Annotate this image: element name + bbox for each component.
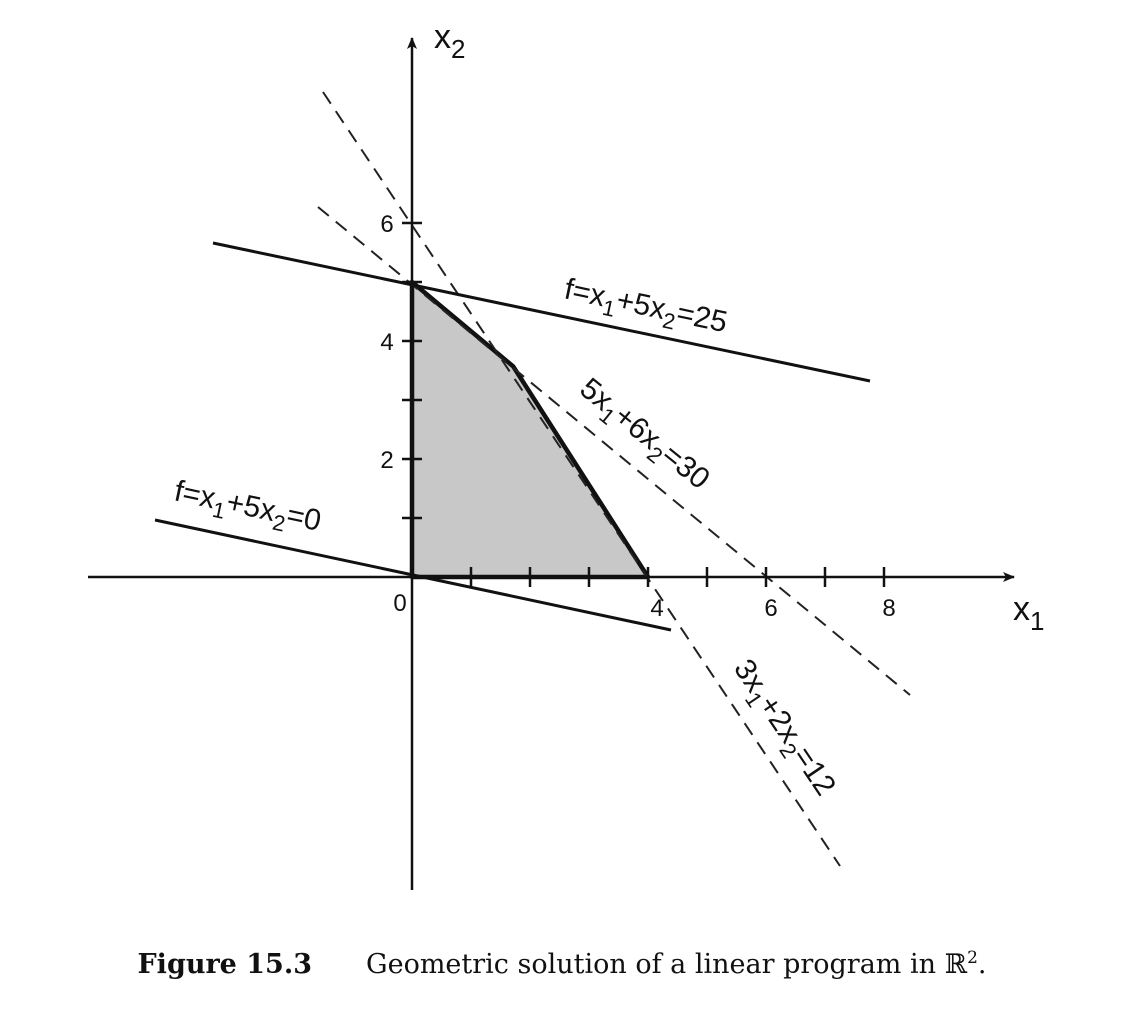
- label-part: =25: [674, 296, 731, 339]
- x-tick-label-4: 4: [650, 595, 663, 622]
- label-part: f=x: [172, 475, 219, 516]
- x2-axis-label-subscript: 2: [451, 34, 465, 64]
- caption-text: Geometric solution of a linear program i…: [366, 949, 945, 980]
- linear-program-diagram: 0 4 6 8 2 4 6 x1 x2 f=x1+5x2=25 f=x1+5x2…: [88, 18, 1044, 890]
- label-part: +5x: [223, 486, 278, 529]
- label-subscript: 2: [270, 510, 287, 537]
- objective-line-25: [212, 241, 871, 383]
- x2-axis-label: x2: [434, 18, 465, 64]
- label-subscript: 1: [210, 497, 227, 524]
- constraint-line-3x1-2x2: [322, 91, 841, 867]
- x-tick-label-6: 6: [764, 595, 777, 622]
- label-subscript: 1: [600, 295, 617, 322]
- label-part: =0: [284, 498, 324, 537]
- x-axis-ticks: [469, 567, 886, 587]
- x1-axis-label-base: x: [1013, 590, 1030, 628]
- x2-axis-label-base: x: [434, 18, 451, 56]
- real-space-exponent: 2: [967, 948, 978, 968]
- caption-period: .: [977, 949, 987, 980]
- constraint-3x1-2x2-label: 3x1+2x2=12: [722, 653, 842, 804]
- real-space-symbol: ℝ: [944, 949, 968, 980]
- label-part: f=x: [562, 273, 609, 314]
- x-tick-label-8: 8: [882, 595, 895, 622]
- x1-axis-label-subscript: 1: [1030, 606, 1044, 636]
- y-tick-label-2: 2: [380, 447, 393, 474]
- y-tick-label-6: 6: [380, 211, 393, 238]
- constraint-line-5x1-6x2: [317, 206, 911, 696]
- figure-number: Figure 15.3: [137, 949, 313, 980]
- objective-0-label: f=x1+5x2=0: [170, 475, 324, 544]
- constraint-5x1-6x2-label: 5x1+6x2=30: [570, 372, 716, 501]
- label-subscript: 2: [660, 308, 677, 335]
- figure-caption: Figure 15.3 Geometric solution of a linea…: [0, 948, 1124, 980]
- y-axis-ticks: [402, 221, 422, 520]
- y-tick-label-4: 4: [380, 329, 393, 356]
- label-part: 3x: [727, 653, 772, 698]
- x1-axis-label: x1: [1013, 590, 1044, 636]
- label-part: +5x: [613, 284, 668, 327]
- origin-label: 0: [393, 590, 406, 617]
